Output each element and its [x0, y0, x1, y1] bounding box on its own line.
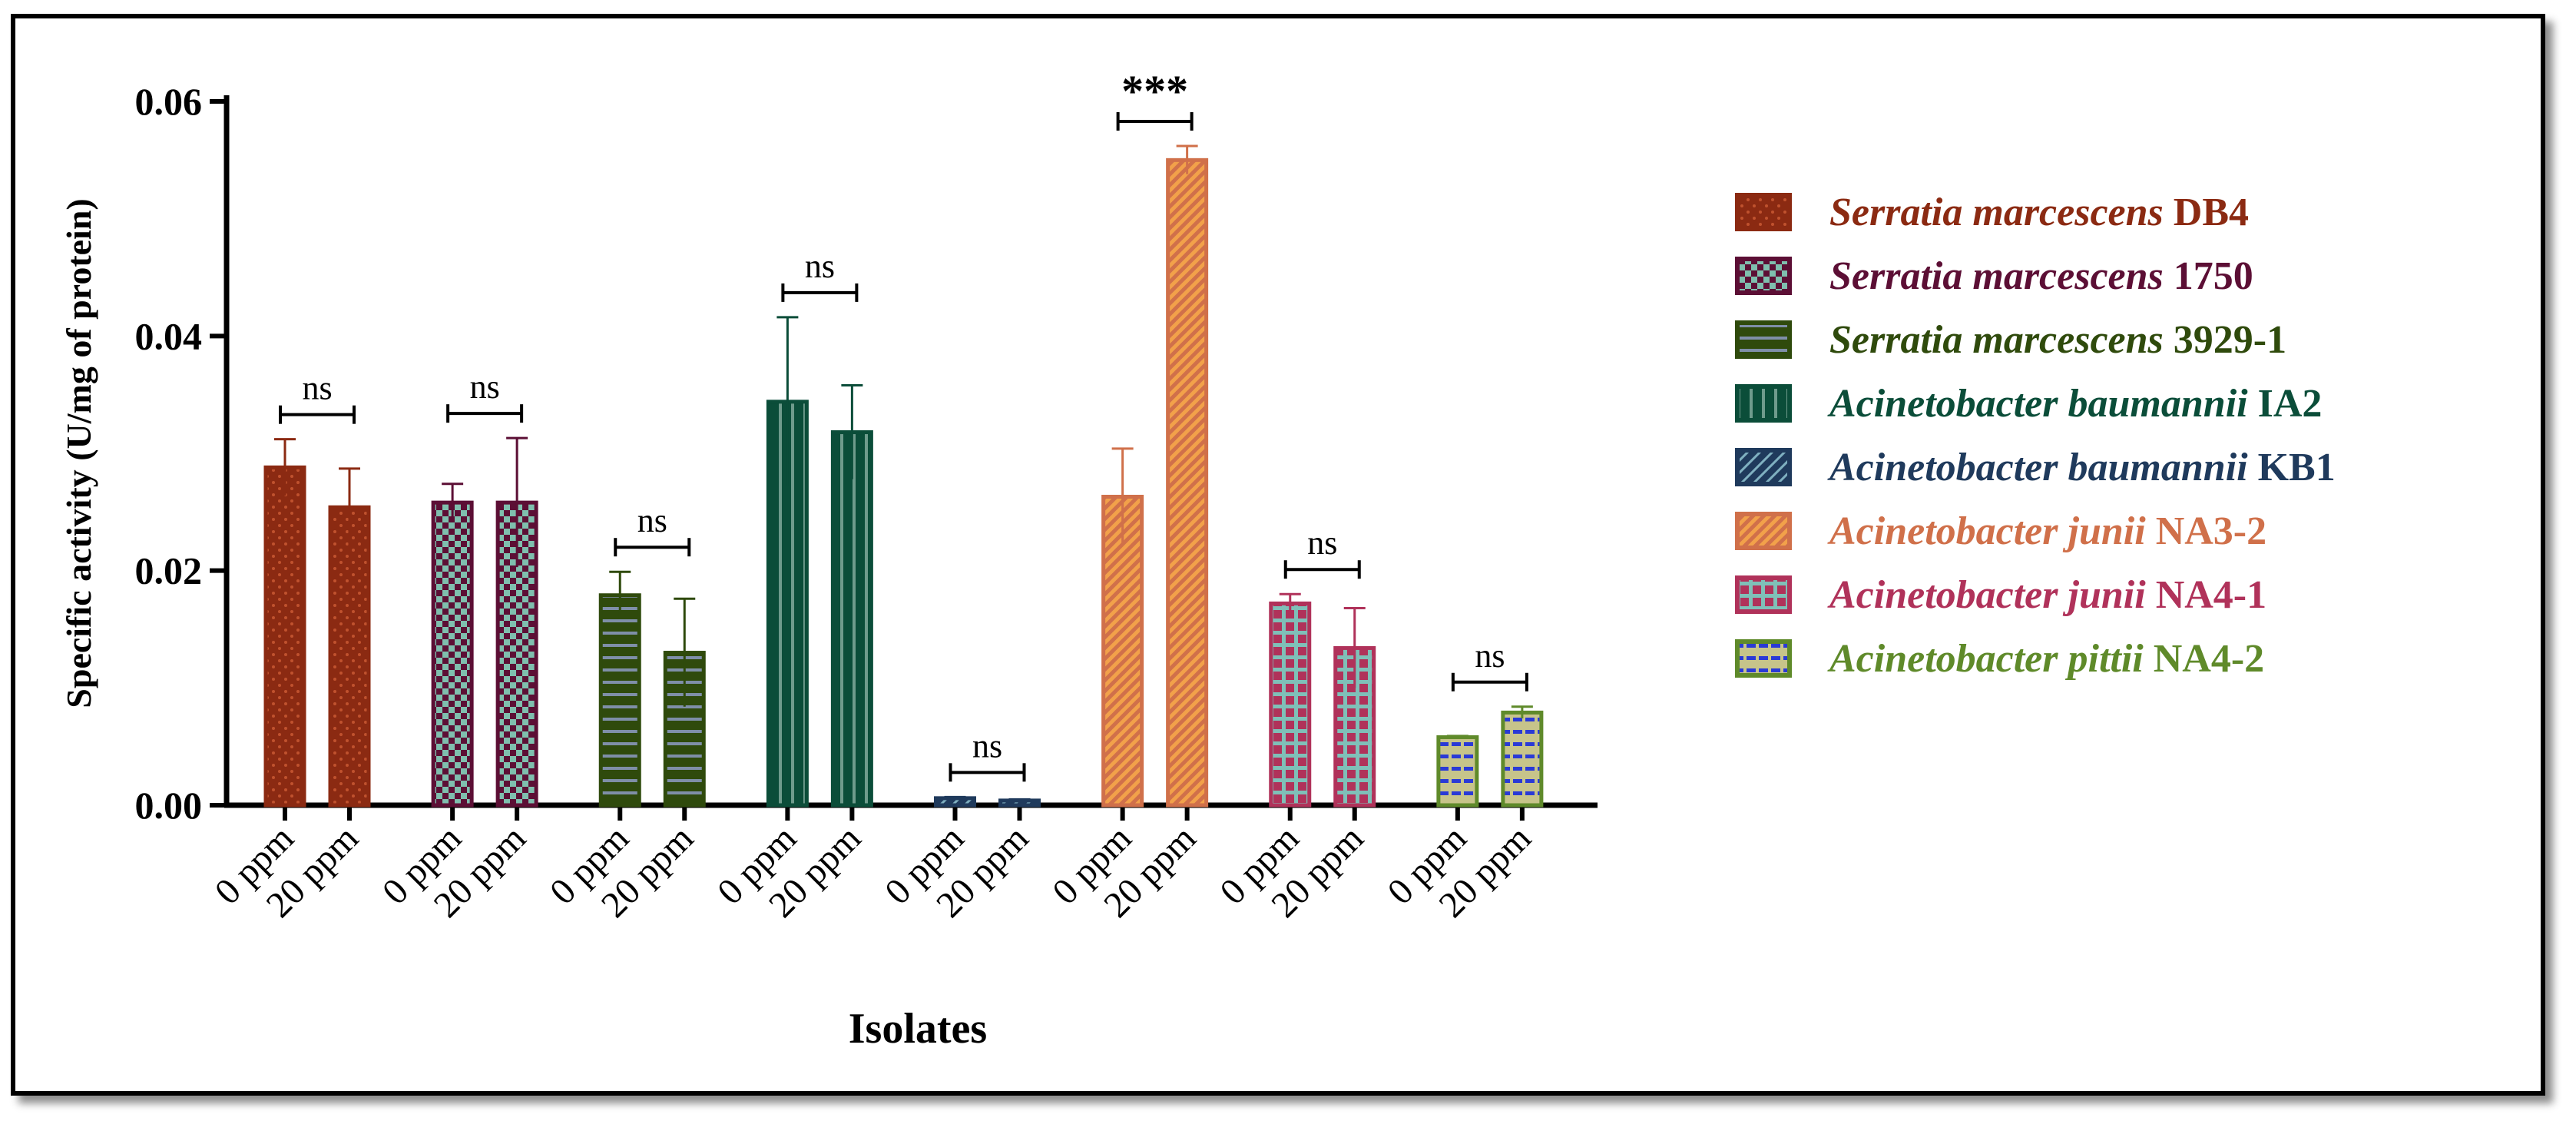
legend-entry: Acinetobacter junii NA3-2: [1827, 509, 2266, 553]
legend-strain: DB4: [2164, 191, 2249, 234]
bar: [598, 593, 641, 808]
legend-genus: Acinetobacter junii: [1827, 509, 2146, 553]
legend-swatch: [1735, 257, 1792, 295]
legend-genus: Serratia marcescens: [1829, 191, 2164, 234]
legend-strain: NA4-1: [2146, 573, 2266, 617]
y-tick-label: 0.00: [135, 784, 203, 827]
legend-strain: NA3-2: [2146, 509, 2266, 553]
legend-entry: Acinetobacter pittii NA4-2: [1827, 637, 2264, 681]
legend-entry: Serratia marcescens DB4: [1829, 191, 2249, 234]
legend-genus: Serratia marcescens: [1829, 254, 2164, 298]
bar: [830, 430, 873, 808]
legend-entry: Acinetobacter baumannii KB1: [1827, 446, 2336, 489]
significance-label: ***: [1121, 66, 1188, 116]
significance-label: ns: [805, 247, 835, 285]
legend-swatch: [1735, 448, 1792, 486]
legend-genus: Serratia marcescens: [1829, 318, 2164, 362]
bar: [1501, 710, 1544, 808]
y-tick-label: 0.04: [135, 314, 203, 357]
y-tick-label: 0.06: [135, 80, 203, 123]
legend-genus: Acinetobacter pittii: [1827, 637, 2144, 681]
legend-swatch: [1735, 639, 1792, 678]
significance-label: ns: [470, 368, 500, 406]
bar: [1269, 601, 1312, 808]
significance-label: ns: [1475, 637, 1505, 675]
legend-swatch: [1735, 575, 1792, 614]
legend-entry: Serratia marcescens 1750: [1829, 254, 2253, 298]
significance-label: ns: [972, 727, 1002, 764]
significance-label: ns: [637, 502, 667, 539]
significance-label: ns: [1307, 524, 1337, 562]
legend-genus: Acinetobacter baumannii: [1827, 446, 2248, 489]
legend-genus: Acinetobacter junii: [1827, 573, 2146, 617]
legend-entry: Acinetobacter baumannii IA2: [1827, 382, 2322, 426]
legend-swatch: [1735, 320, 1792, 359]
legend-genus: Acinetobacter baumannii: [1827, 382, 2248, 426]
bar: [263, 465, 306, 808]
legend-swatch: [1735, 384, 1792, 423]
legend-entry: Acinetobacter junii NA4-1: [1827, 573, 2266, 617]
legend-swatch: [1735, 193, 1792, 231]
x-axis-label: Isolates: [849, 1005, 987, 1053]
legend-strain: KB1: [2248, 446, 2336, 489]
y-tick-label: 0.02: [135, 549, 203, 592]
significance-label: ns: [302, 370, 332, 407]
legend-strain: 1750: [2164, 254, 2253, 298]
legend-strain: IA2: [2248, 382, 2323, 426]
bar: [328, 505, 371, 808]
legend-strain: NA4-2: [2144, 637, 2264, 681]
bar: [1166, 158, 1209, 808]
bar: [431, 500, 474, 808]
y-axis-label: Specific activity (U/mg of protein): [59, 198, 98, 708]
legend-swatch: [1735, 512, 1792, 550]
bar: [1436, 735, 1479, 808]
legend-strain: 3929-1: [2164, 318, 2286, 362]
legend-entry: Serratia marcescens 3929-1: [1829, 318, 2286, 362]
